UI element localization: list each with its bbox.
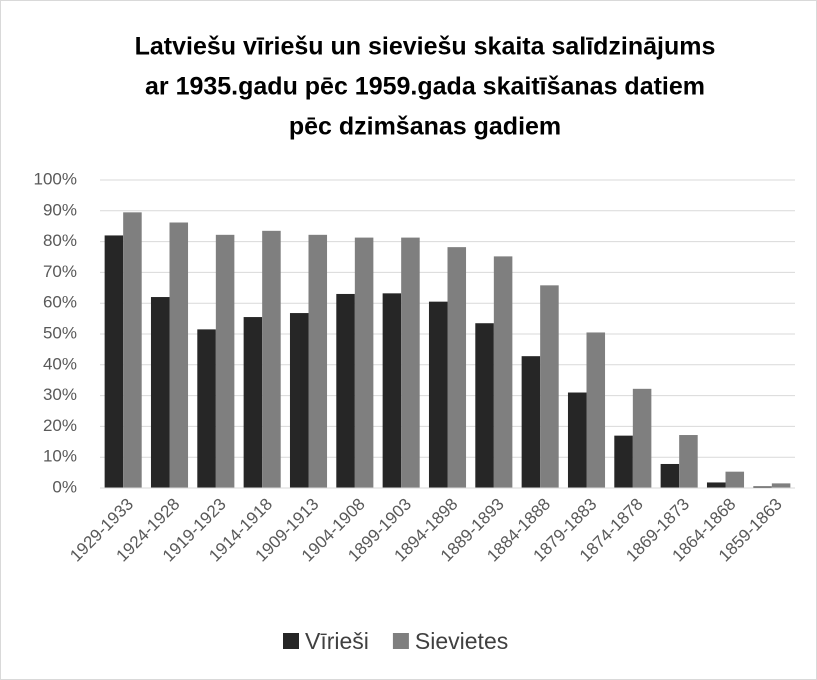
- legend-text: Vīrieši: [305, 628, 369, 654]
- bar: [614, 435, 633, 488]
- bar: [308, 234, 328, 488]
- y-tick-label: 100%: [34, 169, 77, 188]
- y-tick-label: 0%: [52, 477, 77, 496]
- bar: [428, 301, 448, 488]
- y-tick-label: 70%: [43, 262, 77, 281]
- legend-swatch: [283, 633, 299, 649]
- chart-title: Latviešu vīriešu un sieviešu skaita salī…: [135, 33, 716, 61]
- bar: [336, 293, 355, 488]
- bar: [725, 471, 745, 488]
- bar: [493, 256, 513, 488]
- bar: [215, 234, 235, 488]
- bar: [169, 222, 189, 488]
- bar: [197, 329, 216, 488]
- y-tick-label: 90%: [43, 200, 77, 219]
- bar: [475, 323, 494, 488]
- bar: [104, 235, 124, 488]
- bar: [354, 237, 374, 488]
- bar: [632, 388, 652, 488]
- bar: [243, 317, 263, 488]
- bar: [262, 230, 281, 488]
- legend-swatch: [392, 633, 409, 649]
- bar: [521, 356, 541, 488]
- y-tick-label: 30%: [43, 385, 77, 404]
- legend-text: Sievietes: [415, 628, 508, 654]
- chart-title: pēc dzimšanas gadiem: [289, 113, 561, 141]
- bar: [771, 483, 791, 488]
- y-tick-label: 60%: [43, 293, 77, 312]
- y-tick-label: 20%: [43, 416, 77, 435]
- bar: [679, 435, 698, 488]
- y-tick-label: 10%: [43, 447, 77, 466]
- chart-title: ar 1935.gadu pēc 1959.gada skaitīšanas d…: [145, 73, 705, 101]
- y-tick-label: 80%: [43, 231, 77, 250]
- bar: [753, 486, 772, 488]
- y-tick-label: 40%: [43, 354, 77, 373]
- bar: [540, 285, 559, 488]
- bar: [586, 332, 606, 488]
- bar: [660, 463, 680, 488]
- bar: [123, 212, 142, 488]
- bar: [289, 313, 309, 488]
- bar: [382, 293, 402, 488]
- bar: [567, 392, 587, 488]
- y-tick-label: 50%: [43, 323, 77, 342]
- bar: [401, 237, 420, 488]
- bar: [706, 482, 726, 488]
- bar: [447, 247, 467, 488]
- bar: [150, 297, 170, 488]
